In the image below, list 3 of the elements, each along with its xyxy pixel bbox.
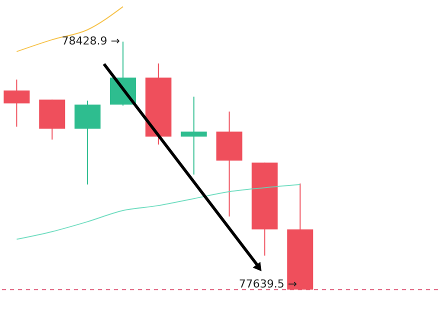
annotation: 78428.9 →: [62, 34, 120, 48]
annotation: 77639.5 →: [238, 278, 298, 291]
candlestick: [180, 96, 207, 176]
